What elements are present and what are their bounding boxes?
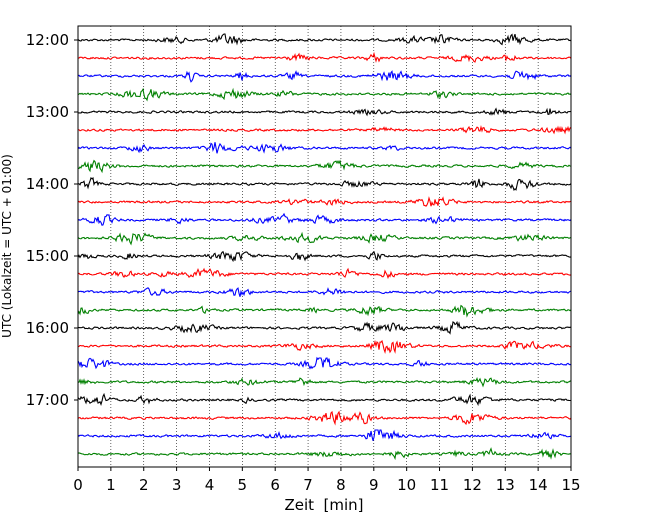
y-tick-label: 15:00 [26, 247, 69, 265]
x-tick-label: 14 [529, 476, 548, 494]
x-tick-label: 13 [496, 476, 515, 494]
x-tick-label: 2 [139, 476, 149, 494]
trace-1600 [77, 320, 572, 335]
trace-1645 [77, 377, 572, 388]
x-tick-label: 10 [397, 476, 416, 494]
trace-1545 [77, 304, 572, 318]
trace-1445 [77, 231, 572, 246]
y-tick-label: 13:00 [26, 103, 69, 121]
x-tick-label: 6 [270, 476, 280, 494]
x-axis-label: Zeit [min] [284, 496, 363, 514]
y-axis-label: UTC (Lokalzeit = UTC + 01:00) [0, 154, 14, 338]
trace-1730 [77, 429, 572, 441]
x-tick-label: 9 [369, 476, 379, 494]
x-tick-label: 0 [73, 476, 83, 494]
y-tick-label: 17:00 [26, 391, 69, 409]
trace-1715 [77, 410, 572, 426]
trace-1430 [77, 212, 572, 226]
x-tick-label: 15 [561, 476, 580, 494]
trace-1530 [77, 287, 572, 297]
trace-1200 [77, 33, 572, 46]
x-tick-label: 11 [430, 476, 449, 494]
trace-1615 [77, 339, 572, 354]
trace-1300 [77, 107, 572, 117]
trace-1245 [77, 87, 572, 102]
trace-1215 [77, 51, 572, 63]
trace-1500 [77, 250, 572, 263]
trace-1745 [77, 447, 572, 461]
x-tick-label: 12 [463, 476, 482, 494]
x-tick-label: 5 [238, 476, 248, 494]
y-axis: 12:00 13:00 14:00 15:00 16:00 17:00 [26, 31, 78, 409]
x-axis: 0 1 2 3 4 5 6 7 8 9 10 11 12 13 14 15 [73, 467, 581, 494]
trace-group [77, 33, 572, 461]
plot-frame [77, 25, 572, 468]
x-tick-label: 3 [172, 476, 182, 494]
trace-1515 [77, 267, 572, 280]
x-tick-label: 1 [106, 476, 116, 494]
trace-1230 [77, 70, 572, 83]
x-tick-label: 4 [205, 476, 215, 494]
x-tick-label: 8 [336, 476, 346, 494]
trace-1700 [77, 392, 572, 407]
trace-1630 [77, 356, 572, 370]
x-tick-label: 7 [303, 476, 313, 494]
y-tick-label: 12:00 [26, 31, 69, 49]
trace-1315 [77, 125, 572, 135]
y-tick-label: 16:00 [26, 319, 69, 337]
trace-1345 [77, 159, 572, 174]
y-tick-label: 14:00 [26, 175, 69, 193]
trace-1400 [77, 176, 572, 192]
trace-1415 [77, 196, 572, 207]
trace-1330 [77, 142, 572, 154]
